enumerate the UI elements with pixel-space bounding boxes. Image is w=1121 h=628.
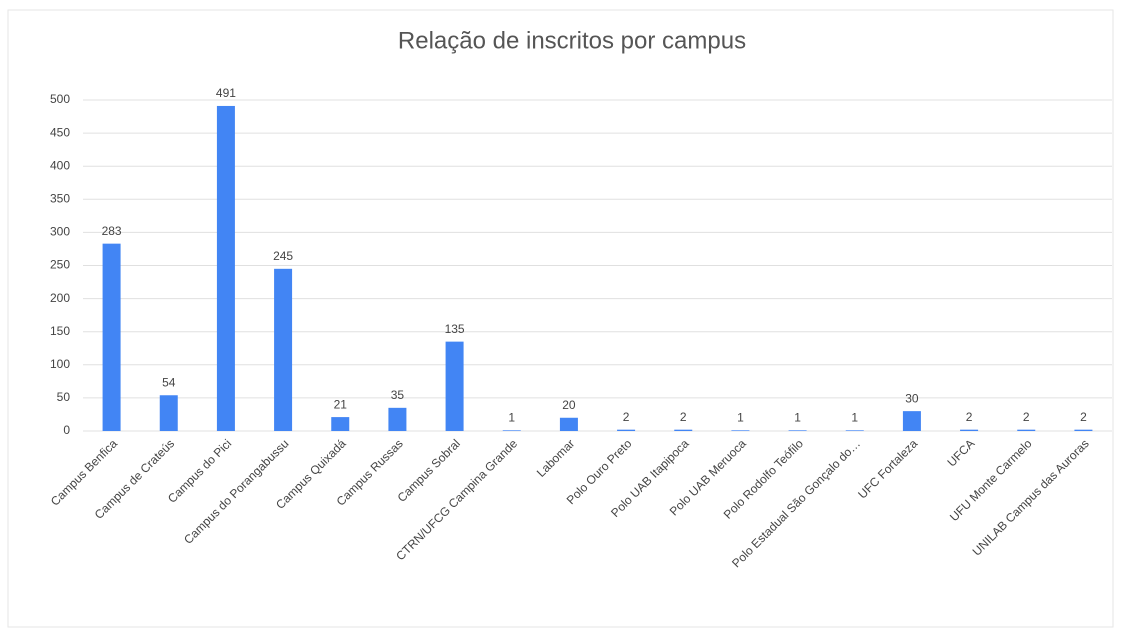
bar: [274, 268, 293, 431]
bar: [159, 395, 178, 431]
bar: [902, 411, 921, 431]
chart-title: Relação de inscritos por campus: [398, 27, 746, 54]
data-label: 54: [162, 375, 176, 389]
bar: [502, 430, 521, 431]
bar: [388, 407, 407, 431]
data-label: 2: [623, 410, 630, 424]
data-label: 2: [1023, 410, 1030, 424]
y-tick-label: 400: [50, 158, 70, 172]
data-label: 1: [508, 411, 515, 425]
bar: [788, 430, 807, 431]
data-label: 1: [851, 411, 858, 425]
bar: [102, 243, 121, 431]
y-tick-label: 500: [50, 92, 70, 106]
data-label: 20: [562, 398, 576, 412]
y-tick-label: 350: [50, 191, 70, 205]
data-label: 30: [905, 391, 919, 405]
data-label: 21: [334, 397, 348, 411]
bar: [845, 430, 864, 431]
bar: [960, 429, 979, 431]
data-label: 1: [794, 411, 801, 425]
bar: [731, 430, 750, 431]
bar: [617, 429, 636, 431]
bar: [331, 417, 350, 431]
data-label: 283: [102, 224, 122, 238]
y-tick-label: 0: [63, 423, 70, 437]
y-tick-label: 450: [50, 125, 70, 139]
data-label: 2: [966, 410, 973, 424]
y-tick-label: 200: [50, 291, 70, 305]
data-label: 245: [273, 249, 293, 263]
y-tick-label: 250: [50, 258, 70, 272]
y-tick-label: 150: [50, 324, 70, 338]
y-tick-label: 100: [50, 357, 70, 371]
bar: [1074, 429, 1093, 431]
bar: [216, 105, 235, 431]
data-label: 135: [445, 322, 465, 336]
bar: [559, 417, 578, 431]
y-tick-label: 300: [50, 225, 70, 239]
data-label: 2: [680, 410, 687, 424]
bar: [674, 429, 693, 431]
y-tick-label: 50: [57, 390, 71, 404]
data-label: 2: [1080, 410, 1087, 424]
data-label: 35: [391, 388, 405, 402]
data-label: 491: [216, 86, 236, 100]
chart-frame: [7, 9, 1114, 628]
data-label: 1: [737, 411, 744, 425]
bar: [445, 341, 464, 431]
bar: [1017, 429, 1036, 431]
